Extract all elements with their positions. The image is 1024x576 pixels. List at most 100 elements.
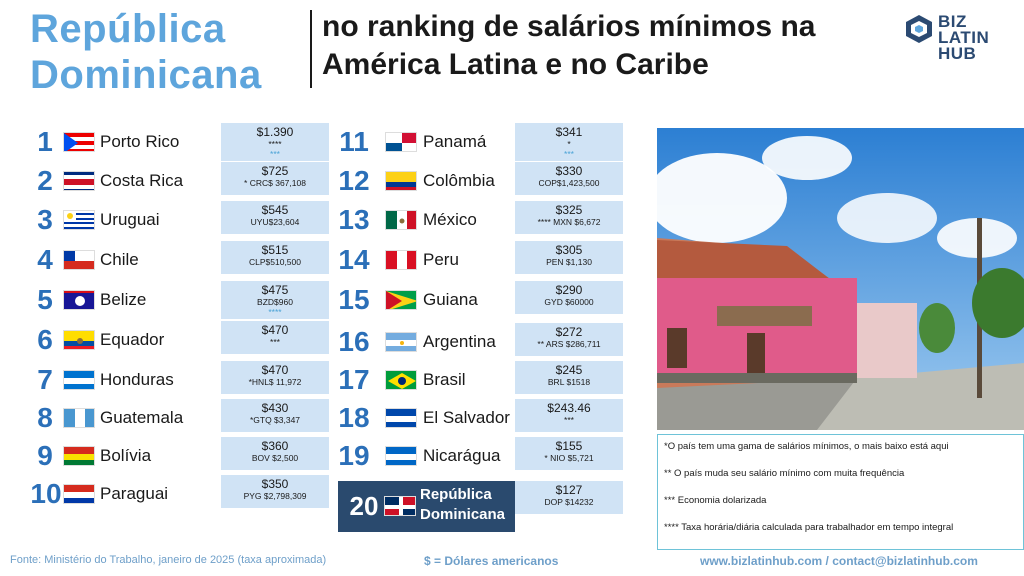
belize-flag-icon — [63, 290, 95, 310]
salary-local: COP$1,423,500 — [538, 178, 600, 188]
ranking-row-6: 6 Equador — [0, 323, 164, 357]
salary-value: $305 — [555, 243, 583, 257]
rank-number: 5 — [37, 284, 53, 315]
ranking-row-2: 2 Costa Rica — [0, 164, 183, 198]
paraguay-flag-icon — [63, 484, 95, 504]
title-divider — [310, 10, 312, 88]
rank-number: 8 — [37, 402, 53, 433]
note-1: *O país tem uma gama de salários mínimos… — [664, 441, 949, 452]
page-title: República Dominicana — [30, 7, 262, 97]
salary-box-6: $470 *** — [221, 321, 329, 354]
salary-value: $127 — [555, 483, 583, 497]
salary-local: UYU$23,604 — [250, 217, 300, 227]
ranking-row-15: 15 Guiana — [0, 283, 477, 317]
footer-contact-link[interactable]: www.bizlatinhub.com / contact@bizlatinhu… — [700, 554, 978, 568]
ranking-row-7: 7 Honduras — [0, 363, 174, 397]
note-4: **** Taxa horária/diária calculada para … — [664, 522, 954, 533]
ranking-row-19: 19 Nicarágua — [0, 439, 500, 473]
country-name: Costa Rica — [100, 171, 184, 190]
rank-number: 19 — [338, 440, 370, 471]
salary-value: $470 — [261, 323, 289, 337]
salary-box-11: $341 * *** — [515, 123, 623, 161]
salary-local: *GTQ $3,347 — [249, 415, 301, 425]
country-name-line2: Dominicana — [420, 506, 506, 523]
ranking-row-1: 1 Porto Rico — [0, 125, 179, 159]
note-2: ** O país muda seu salário mínimo com mu… — [664, 468, 905, 479]
rank-number: 1 — [37, 126, 53, 157]
chile-flag-icon — [63, 250, 95, 270]
salary-value: $430 — [261, 401, 289, 415]
ranking-row-10: 10 Paraguai — [0, 477, 168, 511]
rank-number: 6 — [37, 324, 53, 355]
country-name: Honduras — [100, 370, 174, 389]
country-name: Guatemala — [100, 408, 184, 427]
salary-box-13: $325 **** MXN $6,672 — [515, 201, 623, 234]
ranking-row-4: 4 Chile — [0, 243, 139, 277]
street-photo — [657, 128, 1024, 430]
brazil-flag-icon — [385, 370, 417, 390]
salary-note: *** — [564, 149, 574, 159]
note-3: *** Economia dolarizada — [664, 495, 767, 506]
salary-box-5: $475 BZD$960 **** — [221, 281, 329, 319]
salary-note: **** — [268, 307, 282, 317]
country-name-line1: República — [420, 486, 492, 503]
country-name: Paraguai — [100, 484, 169, 503]
logo-text-line2: HUB — [938, 44, 977, 63]
rank-number: 7 — [37, 364, 53, 395]
ranking-row-3: 3 Uruguai — [0, 203, 159, 237]
salary-local: BOV $2,500 — [251, 453, 299, 463]
salary-value: $515 — [261, 243, 289, 257]
salary-box-18: $243.46 *** — [515, 399, 623, 432]
country-name: Uruguai — [100, 210, 160, 229]
country-name: Peru — [423, 250, 459, 269]
salary-value: $325 — [555, 203, 583, 217]
bizlatinhub-logo[interactable]: BIZ LATIN HUB — [904, 10, 1014, 62]
rank-number: 11 — [339, 126, 369, 157]
page-subtitle: no ranking de salários mínimos na Améric… — [322, 10, 816, 81]
salary-box-17: $245 BRL $1518 — [515, 361, 623, 394]
ranking-row-12: 12 Colômbia — [0, 164, 494, 198]
salary-value: $290 — [555, 283, 583, 297]
salary-value: $350 — [261, 477, 289, 491]
country-name: Bolívia — [100, 446, 152, 465]
salary-box-3: $545 UYU$23,604 — [221, 201, 329, 234]
highlight-rank-20: 20 República Dominicana — [338, 481, 515, 532]
logo-icon — [906, 15, 932, 43]
salary-box-9: $360 BOV $2,500 — [221, 437, 329, 470]
ecuador-flag-icon — [63, 330, 95, 350]
rank-number: 2 — [37, 165, 53, 196]
salary-box-16: $272 ** ARS $286,711 — [515, 323, 623, 356]
salary-box-10: $350 PYG $2,798,309 — [221, 475, 329, 508]
rank-number: 17 — [338, 364, 370, 395]
nicaragua-flag-icon — [385, 446, 417, 466]
salary-box-12: $330 COP$1,423,500 — [515, 162, 623, 195]
salary-box-20: $127 DOP $14232 — [515, 481, 623, 514]
country-name: Nicarágua — [423, 446, 501, 465]
country-name: Argentina — [423, 332, 496, 351]
rank-number: 16 — [338, 326, 370, 357]
salary-box-8: $430 *GTQ $3,347 — [221, 399, 329, 432]
salary-local: **** MXN $6,672 — [537, 217, 601, 227]
rank-number: 10 — [30, 478, 62, 509]
salary-local: **** — [268, 139, 282, 149]
bolivia-flag-icon — [63, 446, 95, 466]
country-name: México — [423, 210, 477, 229]
rank-number: 20 — [349, 491, 379, 521]
salary-local: ** ARS $286,711 — [537, 339, 601, 349]
salary-value: $545 — [261, 203, 289, 217]
salary-box-4: $515 CLP$510,500 — [221, 241, 329, 274]
mexico-flag-icon — [385, 210, 417, 230]
ranking-row-11: 11 Panamá — [0, 125, 486, 159]
salary-value: $330 — [555, 164, 583, 178]
salary-box-1: $1.390 **** *** — [221, 123, 329, 161]
salary-local: *** — [270, 337, 280, 347]
country-name: Belize — [100, 290, 147, 309]
salary-box-19: $155 * NIO $5,721 — [515, 437, 623, 470]
salary-value: $243.46 — [547, 401, 591, 415]
salary-value: $272 — [555, 325, 583, 339]
ranking-row-14: 14 Peru — [0, 243, 459, 277]
footer-source: Fonte: Ministério do Trabalho, janeiro d… — [10, 554, 327, 566]
country-name: Panamá — [423, 132, 487, 151]
country-name: El Salvador — [423, 408, 510, 427]
salary-value: $155 — [555, 439, 583, 453]
